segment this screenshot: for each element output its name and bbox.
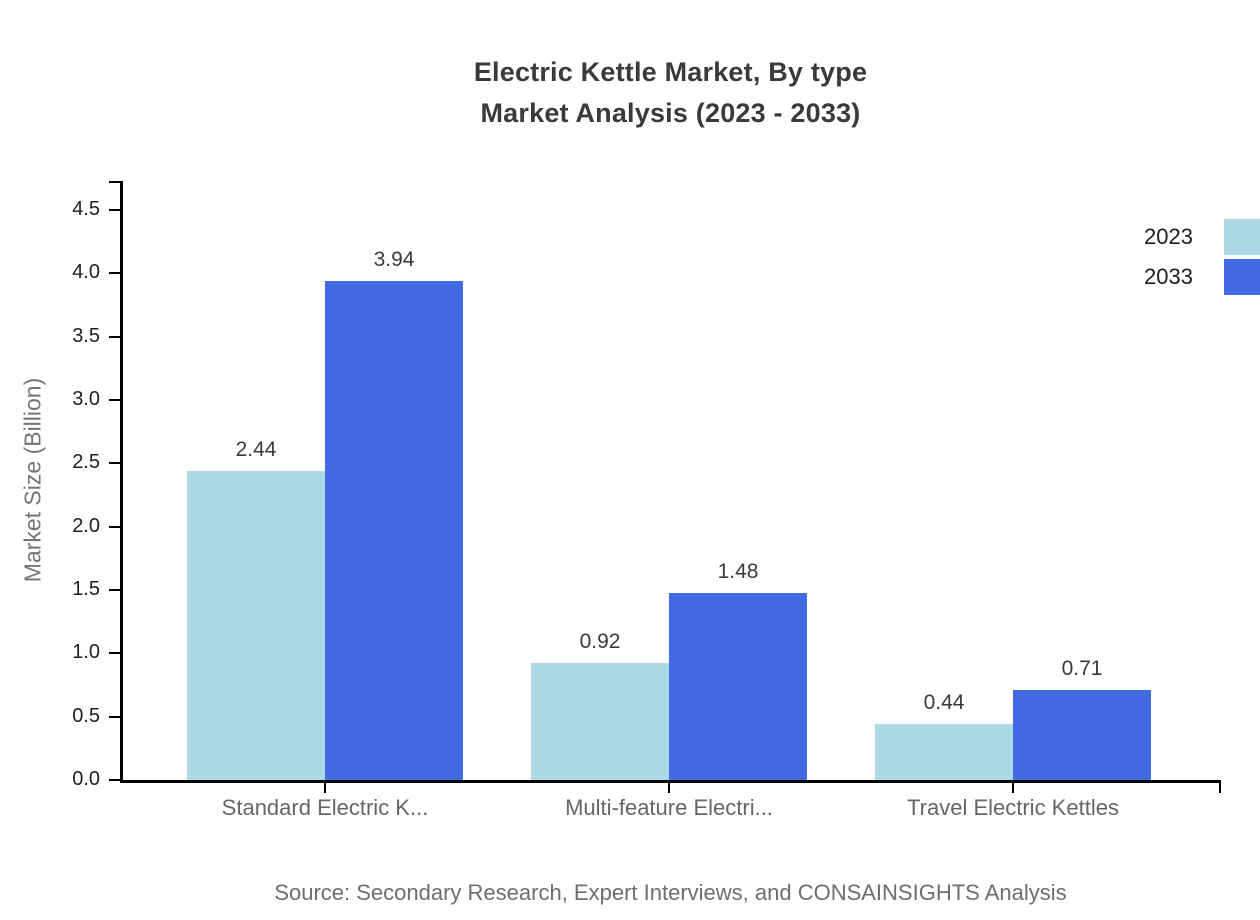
y-tick-label: 3.0 [72,388,100,410]
x-tick [1012,783,1014,793]
y-tick [109,209,120,211]
legend-swatch-2033 [1224,259,1260,295]
y-tick [109,525,120,528]
y-tick [109,462,120,465]
bar-2023-1 [531,663,669,780]
bar-2033-2 [1013,690,1151,780]
legend-item-2033: 2033 [1144,259,1260,295]
y-tick-label: 2.5 [72,451,100,474]
bar-value-label: 2.44 [235,437,277,461]
y-axis-line [120,181,123,783]
x-tick [668,783,670,793]
bar-2033-0 [325,280,463,780]
bar-2033-1 [669,592,807,780]
y-tick-label: 1.5 [72,578,100,600]
y-tick [109,779,120,781]
y-tick [109,715,120,718]
y-tick [109,335,120,338]
y-axis-top-cap [109,181,120,183]
legend-item-2023: 2023 [1144,219,1260,255]
x-axis-line [120,780,1221,783]
y-tick-label: 4.5 [72,198,100,220]
x-tick [324,783,326,793]
chart-title-line2: Market Analysis (2023 - 2033) [480,98,861,128]
legend-swatch-2023 [1224,219,1260,255]
x-category-label: Multi-feature Electri... [565,795,773,820]
x-axis-end-cap [1219,780,1221,793]
source-note: Source: Secondary Research, Expert Inter… [274,880,1067,905]
y-tick-label: 4.0 [72,261,100,284]
legend-label-2023: 2023 [1144,224,1193,249]
legend: 2023 2033 [1144,219,1260,295]
bar-value-label: 1.48 [717,559,759,583]
bar-value-label: 3.94 [373,247,415,271]
y-tick [109,399,120,401]
x-category-label: Standard Electric K... [221,795,429,820]
y-axis-title: Market Size (Billion) [19,377,46,583]
chart-title-line1: Electric Kettle Market, By type [473,57,868,87]
y-tick [109,272,120,275]
y-tick-label: 2.0 [72,514,100,537]
chart-title: Electric Kettle Market, By type Market A… [120,52,1221,134]
y-tick-label: 0.5 [72,704,100,727]
bar-2023-2 [875,724,1013,780]
y-tick-label: 3.5 [72,324,100,347]
y-tick [109,589,120,591]
bar-value-label: 0.71 [1061,657,1103,681]
x-category-label: Travel Electric Kettles [907,795,1119,820]
y-tick-label: 0.0 [72,768,100,790]
bar-value-label: 0.44 [923,691,965,715]
legend-label-2033: 2033 [1144,264,1193,289]
bar-value-label: 0.92 [579,630,621,654]
bar-2023-0 [187,470,325,780]
y-tick [109,652,120,655]
y-tick-label: 1.0 [72,641,100,664]
